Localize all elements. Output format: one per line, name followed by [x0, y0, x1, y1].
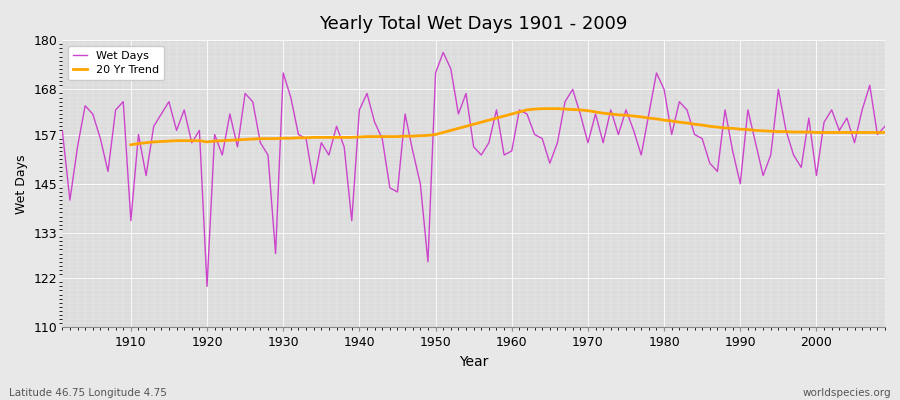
Wet Days [202, 284, 212, 289]
Wet Days [118, 99, 129, 104]
Text: worldspecies.org: worldspecies.org [803, 388, 891, 398]
Y-axis label: Wet Days: Wet Days [15, 154, 28, 214]
Line: 20 Yr Trend: 20 Yr Trend [130, 109, 885, 145]
20 Yr Trend [849, 130, 859, 135]
Wet Days [437, 50, 448, 55]
20 Yr Trend [301, 135, 311, 140]
Wet Days [514, 108, 525, 112]
Wet Days [613, 132, 624, 137]
20 Yr Trend [536, 106, 547, 111]
Wet Days [293, 132, 304, 137]
Wet Days [522, 112, 533, 116]
20 Yr Trend [270, 136, 281, 141]
Wet Days [879, 124, 890, 129]
20 Yr Trend [514, 110, 525, 114]
Text: Latitude 46.75 Longitude 4.75: Latitude 46.75 Longitude 4.75 [9, 388, 166, 398]
Wet Days [57, 128, 68, 133]
X-axis label: Year: Year [459, 355, 489, 369]
Title: Yearly Total Wet Days 1901 - 2009: Yearly Total Wet Days 1901 - 2009 [320, 15, 628, 33]
20 Yr Trend [826, 130, 837, 135]
Wet Days [338, 144, 349, 149]
Line: Wet Days: Wet Days [62, 52, 885, 286]
Legend: Wet Days, 20 Yr Trend: Wet Days, 20 Yr Trend [68, 46, 165, 80]
20 Yr Trend [125, 142, 136, 147]
20 Yr Trend [879, 130, 890, 135]
20 Yr Trend [582, 108, 593, 113]
